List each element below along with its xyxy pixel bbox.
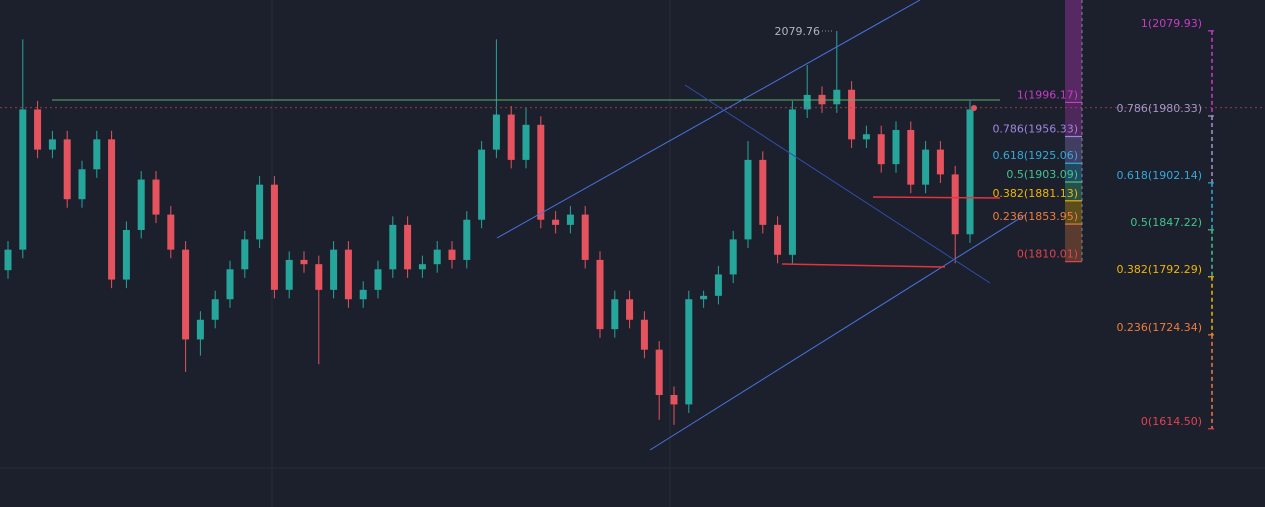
fib-label: 0.236(1853.95) <box>992 210 1078 223</box>
fib-left: 1(1996.17) 0.786(1956.33) 0.618(1925.06) 0.… <box>992 0 1083 263</box>
candle-body <box>522 124 530 160</box>
candle-body <box>226 269 234 300</box>
candle-body <box>596 259 604 330</box>
candle-body <box>285 259 293 290</box>
price-dot <box>971 105 977 111</box>
fib-label: 0.236(1724.34) <box>1116 321 1202 334</box>
fib-label: 1(1996.17) <box>1017 88 1078 101</box>
fib-label: 0.618(1902.14) <box>1116 169 1202 182</box>
fib-label: 0.786(1956.33) <box>992 123 1078 136</box>
candle-body <box>241 239 249 270</box>
channel-line <box>649 214 1026 451</box>
candle-body <box>640 319 648 350</box>
candle-body <box>34 109 42 150</box>
candle-body <box>167 214 175 250</box>
candle-body <box>611 299 619 330</box>
candle-body <box>626 299 634 320</box>
fib-zone <box>1065 102 1082 137</box>
candle-body <box>78 169 86 200</box>
candle-body <box>315 264 323 290</box>
candle-body <box>4 249 12 271</box>
fib-label: 0.5(1903.09) <box>1006 168 1078 181</box>
fib-zone <box>1065 224 1082 262</box>
channel-line <box>496 0 921 239</box>
candle-body <box>714 274 722 296</box>
candle-body <box>182 249 190 340</box>
candle-body <box>211 299 219 320</box>
candle-body <box>877 134 885 165</box>
candle-body <box>448 249 456 260</box>
fib-zone <box>1065 182 1082 201</box>
fib-zone <box>1065 136 1082 164</box>
fib-zone <box>1065 0 1082 103</box>
candle-body <box>300 259 308 265</box>
candle-body <box>803 94 811 110</box>
high-label: 2079.76 <box>775 25 821 38</box>
candle-body <box>581 214 589 260</box>
candles: 2079.76 <box>0 25 1265 425</box>
candle-body <box>759 159 767 225</box>
candle-body <box>48 139 56 150</box>
candle-body <box>700 295 708 300</box>
fib-label: 0.382(1881.13) <box>992 187 1078 200</box>
candle-body <box>537 124 545 220</box>
candle-body <box>833 89 841 105</box>
candle-body <box>951 174 959 235</box>
candle-body <box>892 129 900 165</box>
fib-label: 0.786(1980.33) <box>1116 102 1202 115</box>
candle-body <box>256 184 264 240</box>
candle-body <box>63 139 71 200</box>
candle-body <box>418 264 426 270</box>
fib-label: 0(1810.01) <box>1017 248 1078 261</box>
candle-body <box>270 184 278 290</box>
fib-label: 0.382(1792.29) <box>1116 263 1202 276</box>
drawings <box>52 0 1026 451</box>
support-line <box>872 196 1001 199</box>
candle-body <box>848 89 856 140</box>
candle-body <box>552 219 560 225</box>
fib-label: 0(1614.50) <box>1141 415 1202 428</box>
candle-body <box>93 139 101 170</box>
candle-body <box>108 139 116 280</box>
candle-body <box>966 109 974 235</box>
candle-body <box>389 224 397 270</box>
candle-body <box>507 114 515 160</box>
fib-label: 1(2079.93) <box>1141 17 1202 30</box>
candle-body <box>566 214 574 225</box>
candle-body <box>19 109 27 250</box>
candle-body <box>122 229 130 280</box>
candle-body <box>478 149 486 220</box>
candle-body <box>744 159 752 240</box>
candle-body <box>729 239 737 275</box>
candle-body <box>788 109 796 255</box>
candle-body <box>685 299 693 405</box>
candle-body <box>344 249 352 300</box>
candle-body <box>330 249 338 290</box>
candle-body <box>433 249 441 265</box>
candle-body <box>463 219 471 260</box>
candle-body <box>492 114 500 150</box>
candle-body <box>774 224 782 255</box>
candle-body <box>936 149 944 175</box>
candle-body <box>670 394 678 405</box>
candle-body <box>922 149 930 185</box>
fib-right: 1(2079.93) 0.786(1980.33) 0.618(1902.14) 0.… <box>1116 17 1214 430</box>
fib-label: 0.5(1847.22) <box>1130 216 1202 229</box>
candle-body <box>374 269 382 290</box>
fib-zone <box>1065 163 1082 183</box>
support-line <box>781 263 946 268</box>
fib-label: 0.618(1925.06) <box>992 149 1078 162</box>
candle-body <box>152 179 160 215</box>
candle-body <box>359 289 367 300</box>
candle-body <box>655 349 663 395</box>
candle-body <box>907 129 915 185</box>
candle-body <box>404 224 412 270</box>
fib-zone <box>1065 200 1082 225</box>
candle-body <box>137 179 145 230</box>
candle-body <box>196 319 204 340</box>
trend-line <box>684 84 991 284</box>
candle-body <box>862 134 870 140</box>
